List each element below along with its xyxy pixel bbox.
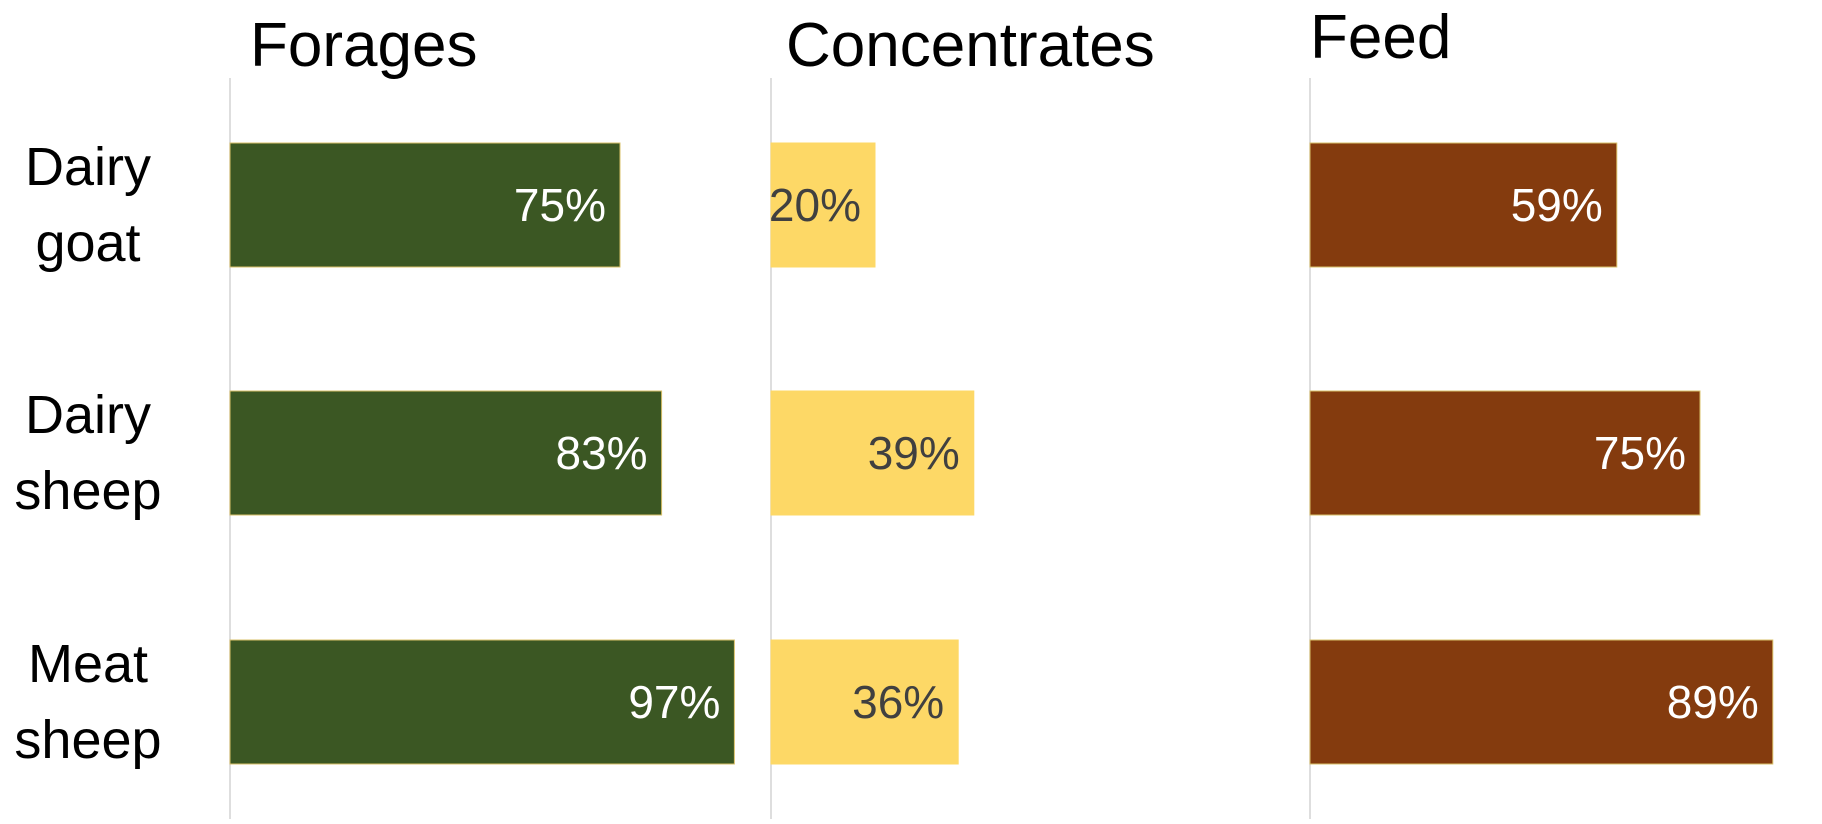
data-label: 75% [514,179,606,231]
data-label: 36% [852,676,944,728]
bar [229,639,735,765]
category-label: Dairy sheep [14,385,161,521]
bar [1309,639,1774,765]
data-label: 97% [628,676,720,728]
category-label-line: Dairy [25,385,151,445]
bar [229,390,663,516]
panel-title: Forages [250,11,477,80]
data-label: 59% [1511,179,1603,231]
data-label: 89% [1667,676,1759,728]
panel-title: Concentrates [786,11,1155,80]
panel-title: Feed [1310,3,1451,72]
category-label-line: goat [35,213,140,273]
bar [1309,142,1618,268]
bar [229,142,621,268]
category-label: Dairy goat [25,137,151,273]
bar [1309,390,1701,516]
data-label: 39% [868,427,960,479]
data-label: 20% [769,179,861,231]
category-label: Meat sheep [14,634,161,770]
data-label: 75% [1594,427,1686,479]
category-label-line: Dairy [25,137,151,197]
bar [770,390,975,516]
category-label-line: sheep [14,710,161,770]
category-label-line: sheep [14,461,161,521]
data-label: 83% [556,427,648,479]
bar [770,639,959,765]
category-label-line: Meat [28,634,148,694]
bar [770,142,876,268]
